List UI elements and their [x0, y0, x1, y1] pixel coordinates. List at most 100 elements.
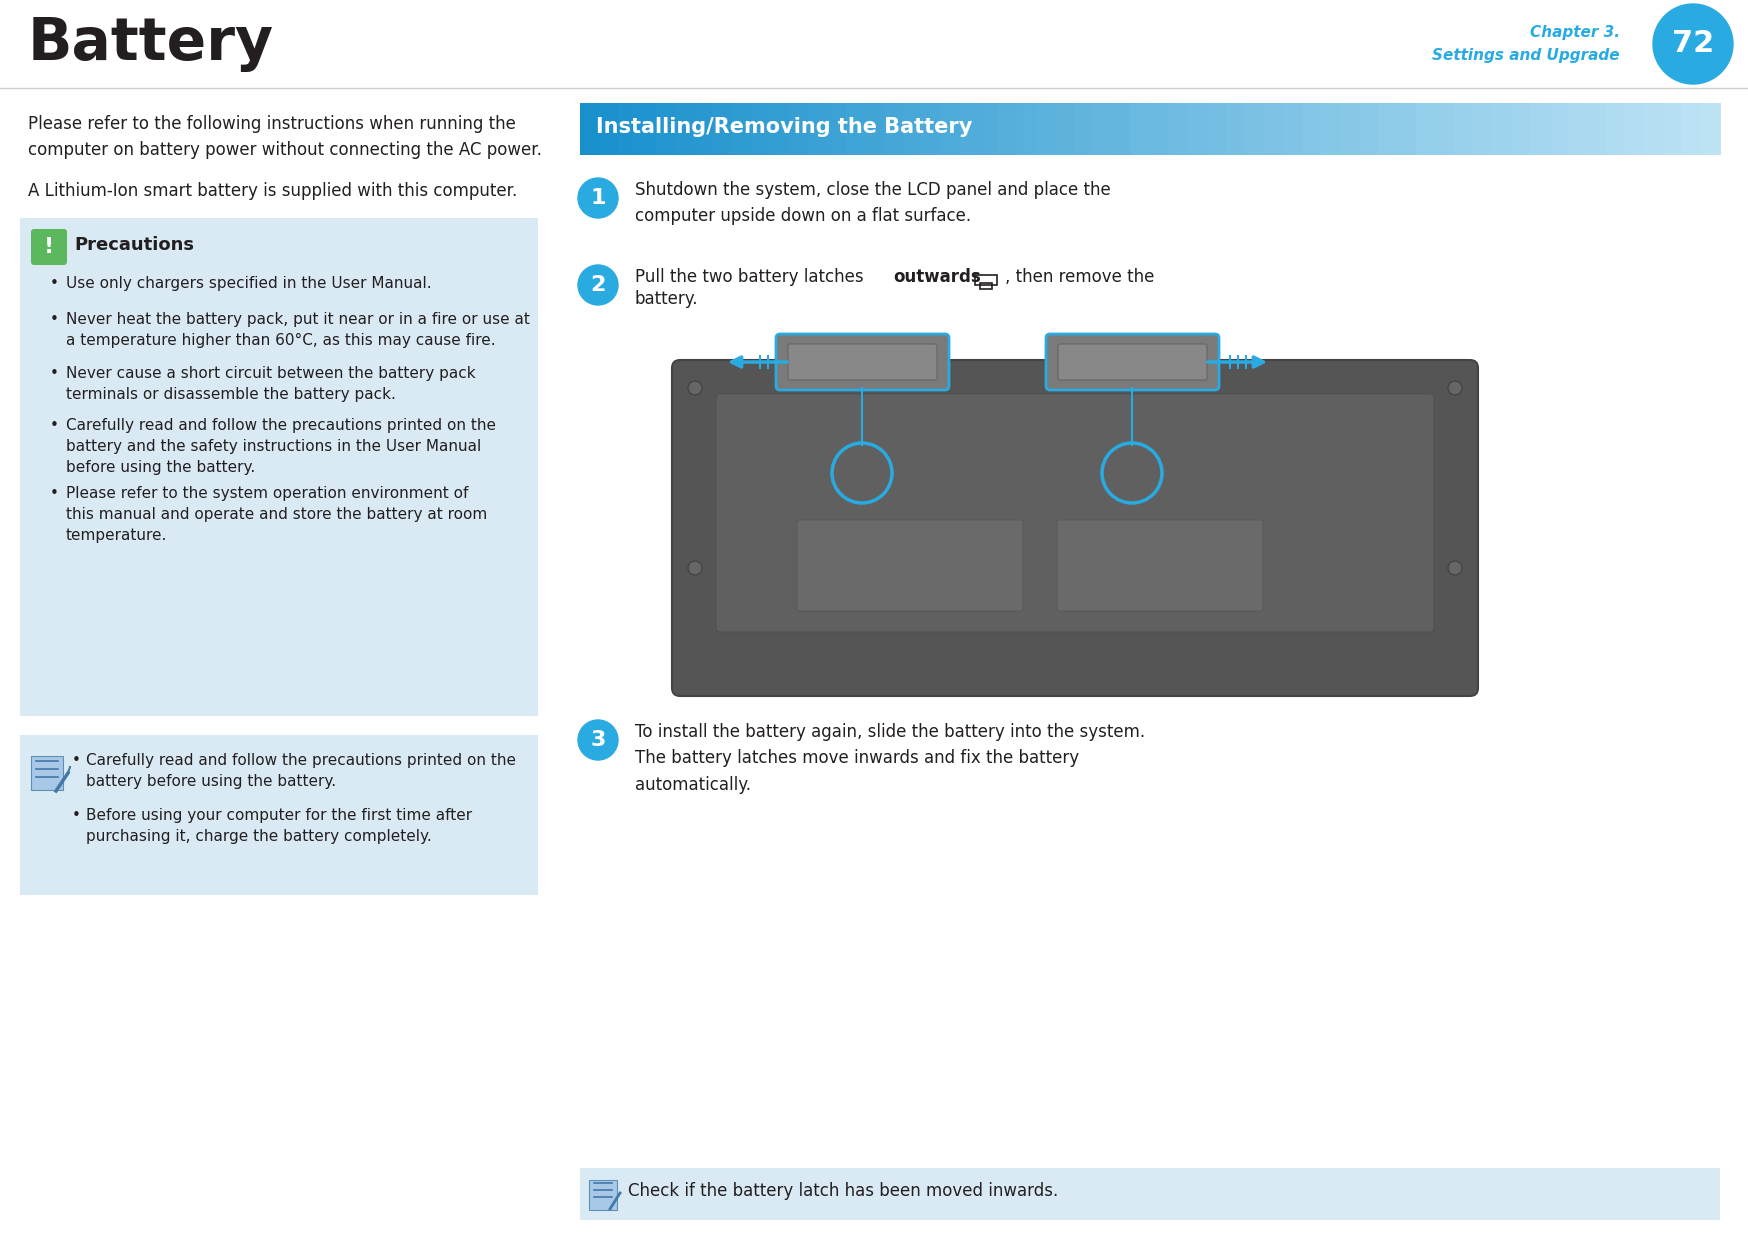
- FancyBboxPatch shape: [1016, 103, 1037, 155]
- FancyBboxPatch shape: [694, 103, 713, 155]
- FancyBboxPatch shape: [998, 103, 1017, 155]
- FancyBboxPatch shape: [1301, 103, 1321, 155]
- FancyBboxPatch shape: [1054, 103, 1075, 155]
- FancyBboxPatch shape: [1416, 103, 1435, 155]
- FancyBboxPatch shape: [636, 103, 657, 155]
- FancyBboxPatch shape: [19, 218, 538, 716]
- Text: Precautions: Precautions: [73, 236, 194, 254]
- Text: outwards: outwards: [893, 268, 981, 285]
- FancyBboxPatch shape: [675, 103, 694, 155]
- Text: Battery: Battery: [28, 15, 274, 72]
- Text: battery.: battery.: [635, 290, 697, 308]
- Text: Never heat the battery pack, put it near or in a fire or use at
a temperature hi: Never heat the battery pack, put it near…: [66, 311, 530, 347]
- FancyBboxPatch shape: [902, 103, 923, 155]
- FancyBboxPatch shape: [750, 103, 771, 155]
- FancyBboxPatch shape: [1035, 103, 1056, 155]
- FancyBboxPatch shape: [883, 103, 904, 155]
- FancyBboxPatch shape: [1453, 103, 1474, 155]
- Text: Shutdown the system, close the LCD panel and place the
computer upside down on a: Shutdown the system, close the LCD panel…: [635, 181, 1110, 226]
- FancyBboxPatch shape: [1358, 103, 1377, 155]
- Text: 1: 1: [589, 187, 605, 208]
- FancyBboxPatch shape: [1225, 103, 1245, 155]
- FancyBboxPatch shape: [1092, 103, 1112, 155]
- Text: Check if the battery latch has been moved inwards.: Check if the battery latch has been move…: [628, 1181, 1058, 1200]
- FancyBboxPatch shape: [589, 1180, 617, 1210]
- Text: •: •: [72, 808, 80, 823]
- FancyBboxPatch shape: [1131, 103, 1150, 155]
- FancyBboxPatch shape: [1320, 103, 1341, 155]
- FancyBboxPatch shape: [940, 103, 960, 155]
- FancyBboxPatch shape: [617, 103, 638, 155]
- FancyBboxPatch shape: [846, 103, 865, 155]
- FancyBboxPatch shape: [1549, 103, 1568, 155]
- FancyBboxPatch shape: [1206, 103, 1227, 155]
- Circle shape: [687, 561, 701, 575]
- FancyBboxPatch shape: [1377, 103, 1397, 155]
- FancyBboxPatch shape: [671, 360, 1477, 696]
- Text: Please refer to the following instructions when running the
computer on battery : Please refer to the following instructio…: [28, 115, 542, 159]
- Circle shape: [1447, 381, 1461, 395]
- Text: , then remove the: , then remove the: [1005, 268, 1154, 285]
- Text: 3: 3: [591, 730, 605, 750]
- FancyBboxPatch shape: [19, 735, 538, 895]
- FancyBboxPatch shape: [580, 1168, 1718, 1220]
- Circle shape: [577, 177, 617, 218]
- Text: •: •: [51, 276, 59, 290]
- Text: Settings and Upgrade: Settings and Upgrade: [1432, 48, 1619, 63]
- FancyBboxPatch shape: [1339, 103, 1360, 155]
- FancyBboxPatch shape: [732, 103, 752, 155]
- Circle shape: [687, 381, 701, 395]
- FancyBboxPatch shape: [656, 103, 676, 155]
- FancyBboxPatch shape: [1056, 520, 1262, 611]
- Text: Never cause a short circuit between the battery pack
terminals or disassemble th: Never cause a short circuit between the …: [66, 366, 475, 402]
- FancyBboxPatch shape: [1058, 344, 1206, 380]
- FancyBboxPatch shape: [715, 393, 1433, 632]
- FancyBboxPatch shape: [1187, 103, 1208, 155]
- FancyBboxPatch shape: [1585, 103, 1606, 155]
- FancyBboxPatch shape: [769, 103, 790, 155]
- FancyBboxPatch shape: [1045, 334, 1218, 390]
- Text: Carefully read and follow the precautions printed on the
battery before using th: Carefully read and follow the precaution…: [86, 753, 516, 789]
- FancyBboxPatch shape: [1530, 103, 1549, 155]
- Text: Carefully read and follow the precautions printed on the
battery and the safety : Carefully read and follow the precaution…: [66, 418, 496, 475]
- FancyBboxPatch shape: [598, 103, 619, 155]
- FancyBboxPatch shape: [788, 103, 809, 155]
- Text: 72: 72: [1671, 30, 1713, 58]
- Text: •: •: [51, 418, 59, 433]
- Circle shape: [1447, 561, 1461, 575]
- Text: •: •: [51, 366, 59, 381]
- Text: !: !: [44, 237, 54, 257]
- Circle shape: [577, 720, 617, 759]
- FancyBboxPatch shape: [1643, 103, 1662, 155]
- FancyBboxPatch shape: [960, 103, 979, 155]
- Text: Installing/Removing the Battery: Installing/Removing the Battery: [596, 117, 972, 137]
- FancyBboxPatch shape: [1491, 103, 1510, 155]
- FancyBboxPatch shape: [0, 0, 1748, 88]
- Text: •: •: [51, 311, 59, 326]
- FancyBboxPatch shape: [776, 334, 949, 390]
- FancyBboxPatch shape: [808, 103, 827, 155]
- FancyBboxPatch shape: [31, 230, 66, 266]
- Text: Pull the two battery latches: Pull the two battery latches: [635, 268, 869, 285]
- FancyBboxPatch shape: [827, 103, 846, 155]
- FancyBboxPatch shape: [1150, 103, 1169, 155]
- FancyBboxPatch shape: [1662, 103, 1682, 155]
- FancyBboxPatch shape: [1701, 103, 1720, 155]
- FancyBboxPatch shape: [1682, 103, 1701, 155]
- FancyBboxPatch shape: [865, 103, 884, 155]
- FancyBboxPatch shape: [921, 103, 942, 155]
- Text: Please refer to the system operation environment of
this manual and operate and : Please refer to the system operation env…: [66, 486, 488, 544]
- FancyBboxPatch shape: [1112, 103, 1131, 155]
- Text: Use only chargers specified in the User Manual.: Use only chargers specified in the User …: [66, 276, 432, 290]
- FancyBboxPatch shape: [979, 103, 998, 155]
- Text: •: •: [72, 753, 80, 768]
- FancyBboxPatch shape: [1472, 103, 1493, 155]
- FancyBboxPatch shape: [1264, 103, 1283, 155]
- FancyBboxPatch shape: [1605, 103, 1626, 155]
- FancyBboxPatch shape: [31, 756, 63, 791]
- Text: 2: 2: [591, 276, 605, 295]
- FancyBboxPatch shape: [1624, 103, 1645, 155]
- FancyBboxPatch shape: [1283, 103, 1302, 155]
- FancyBboxPatch shape: [1433, 103, 1454, 155]
- Circle shape: [1652, 4, 1732, 84]
